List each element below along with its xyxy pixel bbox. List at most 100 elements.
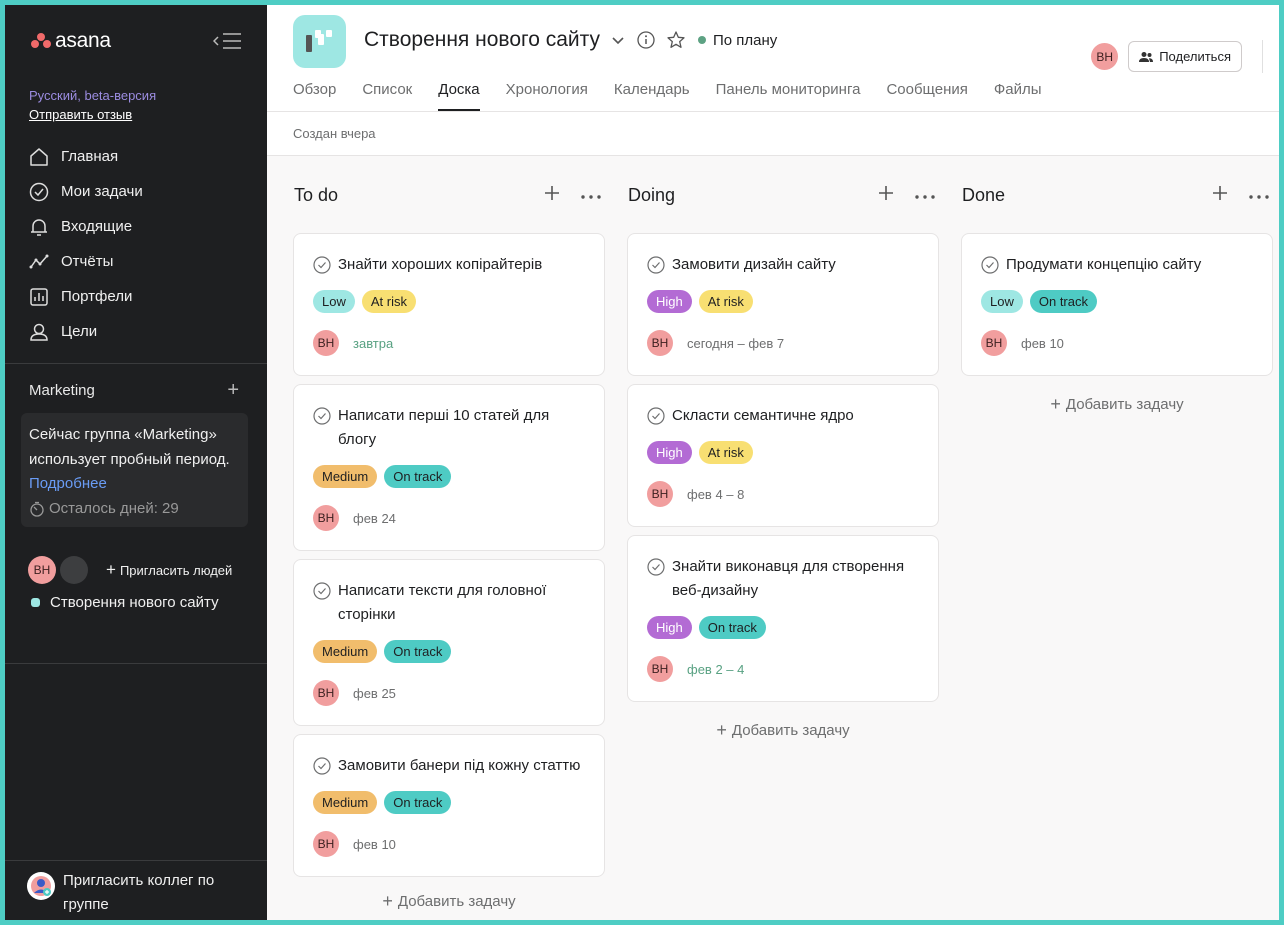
assignee-avatar[interactable]: ВН	[313, 680, 339, 706]
status-tag: At risk	[698, 441, 753, 464]
column-title: Done	[962, 184, 1006, 205]
task-card[interactable]: Замовити банери під кожну статтю Medium …	[293, 734, 605, 877]
add-task-label: Добавить задачу	[1065, 395, 1184, 413]
tab-overview[interactable]: Обзор	[293, 81, 337, 98]
invite-people-label: Пригласить людей	[119, 562, 233, 578]
chevron-down-icon[interactable]	[610, 32, 626, 48]
task-complete-icon[interactable]	[647, 558, 665, 576]
created-label: Создан вчера	[293, 126, 376, 141]
due-date[interactable]: сегодня – фев 7	[687, 335, 785, 351]
assignee-avatar[interactable]: ВН	[313, 505, 339, 531]
nav-goals[interactable]: Цели	[5, 314, 267, 349]
status-dot	[698, 36, 706, 44]
due-date[interactable]: фев 10	[353, 836, 396, 852]
home-icon	[30, 147, 48, 166]
feedback-link[interactable]: Отправить отзыв	[29, 107, 133, 122]
tab-board[interactable]: Доска	[438, 81, 480, 111]
task-card[interactable]: Замовити дизайн сайту High At risk ВН се…	[627, 233, 939, 376]
share-button[interactable]: Поделиться	[1128, 41, 1242, 72]
nav-my-tasks[interactable]: Мои задачи	[5, 174, 267, 209]
task-complete-icon[interactable]	[313, 256, 331, 274]
invite-colleagues-button[interactable]: Пригласить коллег по группе	[27, 869, 233, 917]
nav-label: Отчёты	[61, 253, 114, 270]
add-task-label: Добавить задачу	[731, 721, 850, 739]
team-name[interactable]: Marketing	[29, 382, 95, 399]
invite-people-button[interactable]: + Пригласить людей	[106, 560, 232, 580]
nav-home[interactable]: Главная	[5, 139, 267, 174]
task-card[interactable]: Знайти хороших копірайтерів Low At risk …	[293, 233, 605, 376]
task-card[interactable]: Скласти семантичне ядро High At risk ВН …	[627, 384, 939, 527]
task-complete-icon[interactable]	[313, 582, 331, 600]
collapse-sidebar-icon[interactable]	[213, 31, 243, 51]
board-column: To do Знайти хороших копірайтерів Low At…	[293, 157, 605, 920]
add-card-icon[interactable]	[545, 185, 559, 205]
tab-files[interactable]: Файлы	[993, 81, 1042, 98]
star-icon[interactable]	[666, 30, 686, 50]
project-header: Створення нового сайту По плану ВН	[267, 5, 1279, 112]
assignee-avatar[interactable]: ВН	[647, 330, 673, 356]
task-complete-icon[interactable]	[647, 256, 665, 274]
status-tag: At risk	[698, 290, 753, 313]
due-date[interactable]: фев 2 – 4	[687, 661, 745, 677]
trial-more-link[interactable]: Подробнее	[29, 475, 107, 492]
member-avatar[interactable]: ВН	[28, 556, 56, 584]
info-icon[interactable]	[636, 30, 656, 50]
asana-logo[interactable]: asana	[31, 29, 111, 53]
invite-avatar-icon	[27, 872, 55, 900]
add-task-button[interactable]: + Добавить задачу	[961, 384, 1273, 424]
status-tag: On track	[698, 616, 766, 639]
add-task-button[interactable]: + Добавить задачу	[627, 710, 939, 750]
assignee-avatar[interactable]: ВН	[647, 481, 673, 507]
task-card[interactable]: Знайти виконавця для створення веб-дизай…	[627, 535, 939, 702]
assignee-avatar[interactable]: ВН	[981, 330, 1007, 356]
status-tag: On track	[384, 791, 452, 814]
sidebar-project-item[interactable]: Створення нового сайту	[31, 594, 219, 611]
add-card-icon[interactable]	[1213, 185, 1227, 205]
project-icon[interactable]	[293, 15, 346, 68]
task-complete-icon[interactable]	[313, 757, 331, 775]
sidebar-project-label: Створення нового сайту	[50, 594, 219, 611]
due-date[interactable]: фев 4 – 8	[687, 486, 745, 502]
tab-timeline[interactable]: Хронология	[505, 81, 588, 98]
tab-list[interactable]: Список	[362, 81, 413, 98]
tab-messages[interactable]: Сообщения	[886, 81, 968, 98]
task-card[interactable]: Написати тексти для головної сторінки Me…	[293, 559, 605, 726]
sidebar-divider	[5, 363, 267, 364]
add-project-icon[interactable]: +	[227, 379, 239, 401]
task-title: Замовити дизайн сайту	[672, 256, 836, 273]
add-card-icon[interactable]	[879, 185, 893, 205]
nav-reports[interactable]: Отчёты	[5, 244, 267, 279]
portfolio-icon	[30, 287, 48, 306]
add-task-button[interactable]: + Добавить задачу	[293, 881, 605, 920]
logo-dots-icon	[31, 33, 51, 49]
assignee-avatar[interactable]: ВН	[647, 656, 673, 682]
due-date[interactable]: завтра	[353, 335, 394, 351]
nav-portfolios[interactable]: Портфели	[5, 279, 267, 314]
assignee-avatar[interactable]: ВН	[313, 330, 339, 356]
sidebar-divider	[5, 860, 267, 861]
assignee-avatar[interactable]: ВН	[313, 831, 339, 857]
more-options-icon[interactable]	[1249, 186, 1269, 204]
task-card[interactable]: Продумати концепцію сайту Low On track В…	[961, 233, 1273, 376]
nav-inbox[interactable]: Входящие	[5, 209, 267, 244]
task-complete-icon[interactable]	[981, 256, 999, 274]
task-complete-icon[interactable]	[647, 407, 665, 425]
task-complete-icon[interactable]	[313, 407, 331, 425]
project-status[interactable]: По плану	[698, 32, 777, 49]
tab-calendar[interactable]: Календарь	[613, 81, 690, 98]
member-avatar-placeholder[interactable]	[60, 556, 88, 584]
share-label: Поделиться	[1159, 49, 1231, 64]
trial-days: Осталось дней: 29	[29, 497, 240, 522]
task-card[interactable]: Написати перші 10 статей для блогу Mediu…	[293, 384, 605, 551]
more-options-icon[interactable]	[915, 186, 935, 204]
board: To do Знайти хороших копірайтерів Low At…	[267, 157, 1279, 920]
due-date[interactable]: фев 25	[353, 685, 396, 701]
header-separator	[1262, 40, 1263, 73]
tab-dashboard[interactable]: Панель мониторинга	[715, 81, 861, 98]
due-date[interactable]: фев 10	[1021, 335, 1064, 351]
due-date[interactable]: фев 24	[353, 510, 396, 526]
plus-icon: +	[382, 890, 393, 911]
board-column: Done Продумати концепцію сайту Low On tr…	[961, 157, 1273, 424]
more-options-icon[interactable]	[581, 186, 601, 204]
header-avatar[interactable]: ВН	[1091, 43, 1119, 70]
